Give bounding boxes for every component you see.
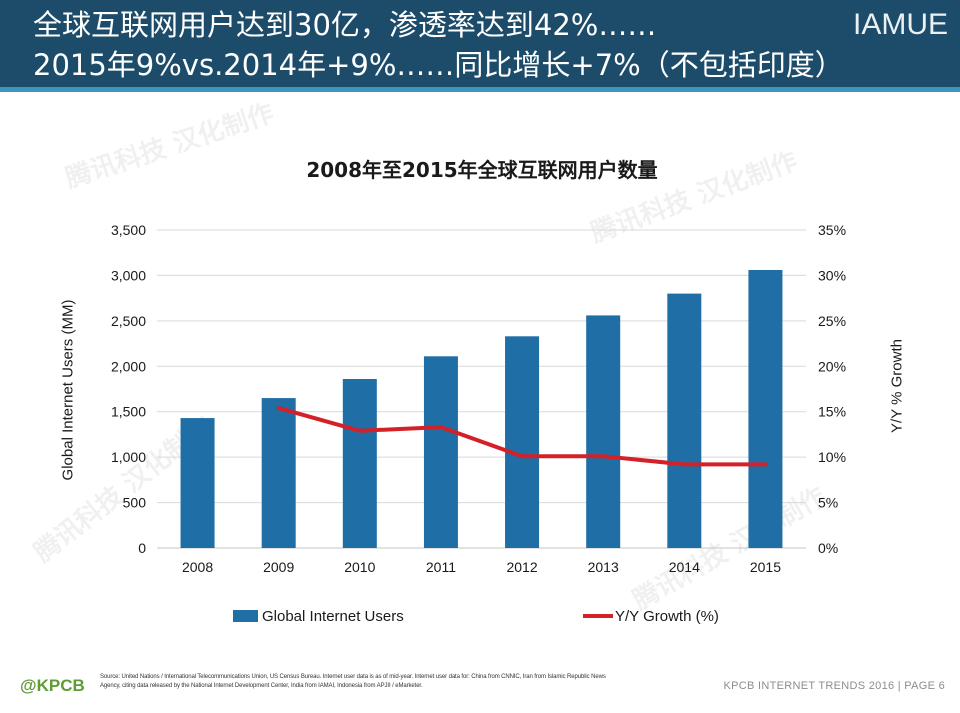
y2-tick-label: 35% <box>818 222 846 238</box>
legend-label-growth: Y/Y Growth (%) <box>615 607 719 625</box>
line-series-growth <box>276 406 768 467</box>
x-tick-label: 2010 <box>344 559 375 575</box>
x-tick-label: 2011 <box>426 559 456 575</box>
y-tick-label: 1,500 <box>111 404 146 420</box>
source-note-line: Source: United Nations / International T… <box>100 674 606 680</box>
y2-tick-label: 25% <box>818 313 846 329</box>
bar-2009 <box>261 398 296 548</box>
source-note-line: Agency, citing data released by the Nati… <box>100 683 423 689</box>
legend-label-users: Global Internet Users <box>262 607 404 625</box>
kpcb-logo: @KPCB <box>20 676 85 695</box>
y-tick-label: 3,500 <box>111 222 146 238</box>
y-tick-label: 500 <box>123 495 147 511</box>
y-tick-label: 0 <box>138 540 146 556</box>
slide-header: 全球互联网用户达到30亿，渗透率达到42%…… 2015年9%vs.2014年+… <box>0 0 960 87</box>
legend-item-users: Global Internet Users <box>233 606 404 626</box>
bar-2012 <box>505 336 540 548</box>
y2-tick-label: 15% <box>818 404 846 420</box>
headline-line-1: 全球互联网用户达到30亿，渗透率达到42%…… <box>33 8 657 42</box>
x-tick-label: 2015 <box>750 559 781 575</box>
growth-point-2011 <box>438 425 443 430</box>
page-label: KPCB INTERNET TRENDS 2016 | PAGE 6 <box>723 680 945 692</box>
growth-point-2012 <box>520 454 525 459</box>
x-tick-label: 2014 <box>669 559 700 575</box>
y2-axis-ticks: 0% 5% 10% 15% 20% 25% 30% 35% <box>818 222 846 556</box>
y2-tick-label: 30% <box>818 267 846 283</box>
bar-2011 <box>423 356 458 548</box>
y-axis-ticks: 0 500 1,000 1,500 2,000 2,500 3,000 3,500 <box>111 222 146 556</box>
y2-tick-label: 20% <box>818 358 846 374</box>
x-tick-label: 2012 <box>506 559 537 575</box>
header-stripe <box>0 87 960 92</box>
y2-axis-title: Y/Y % Growth <box>889 339 906 433</box>
y-tick-label: 2,000 <box>111 358 146 374</box>
x-tick-label: 2009 <box>263 559 294 575</box>
growth-point-2014 <box>682 462 687 467</box>
y2-tick-label: 5% <box>818 495 838 511</box>
y2-tick-label: 10% <box>818 449 846 465</box>
bar-series-users <box>180 269 783 548</box>
x-tick-label: 2008 <box>182 559 213 575</box>
y-tick-label: 1,000 <box>111 449 146 465</box>
bar-2014 <box>667 293 702 548</box>
y2-tick-label: 0% <box>818 540 838 556</box>
legend-item-growth: Y/Y Growth (%) <box>583 606 719 626</box>
bar-2013 <box>586 315 621 548</box>
headline-line-2: 2015年9%vs.2014年+9%……同比增长+7%（不包括印度） <box>33 48 844 82</box>
x-axis-ticks: 2008 2009 2010 2011 2012 2013 2014 2015 <box>182 559 781 575</box>
legend-swatch-users <box>233 610 258 622</box>
source-note: Source: United Nations / International T… <box>100 673 606 691</box>
brand-label: IAMUE <box>852 8 948 41</box>
y-tick-label: 3,000 <box>111 267 146 283</box>
gridlines <box>157 229 806 549</box>
x-tick-label: 2013 <box>588 559 619 575</box>
bar-2015 <box>748 269 783 548</box>
growth-point-2015 <box>763 462 768 467</box>
bar-2010 <box>342 379 377 548</box>
y-tick-label: 2,500 <box>111 313 146 329</box>
growth-point-2009 <box>276 406 281 411</box>
legend-swatch-growth <box>583 614 613 618</box>
y-axis-title: Global Internet Users (MM) <box>60 300 77 481</box>
chart-title: 2008年至2015年全球互联网用户数量 <box>306 158 658 182</box>
bar-2008 <box>180 418 215 548</box>
growth-point-2010 <box>357 428 362 433</box>
growth-point-2013 <box>601 454 606 459</box>
